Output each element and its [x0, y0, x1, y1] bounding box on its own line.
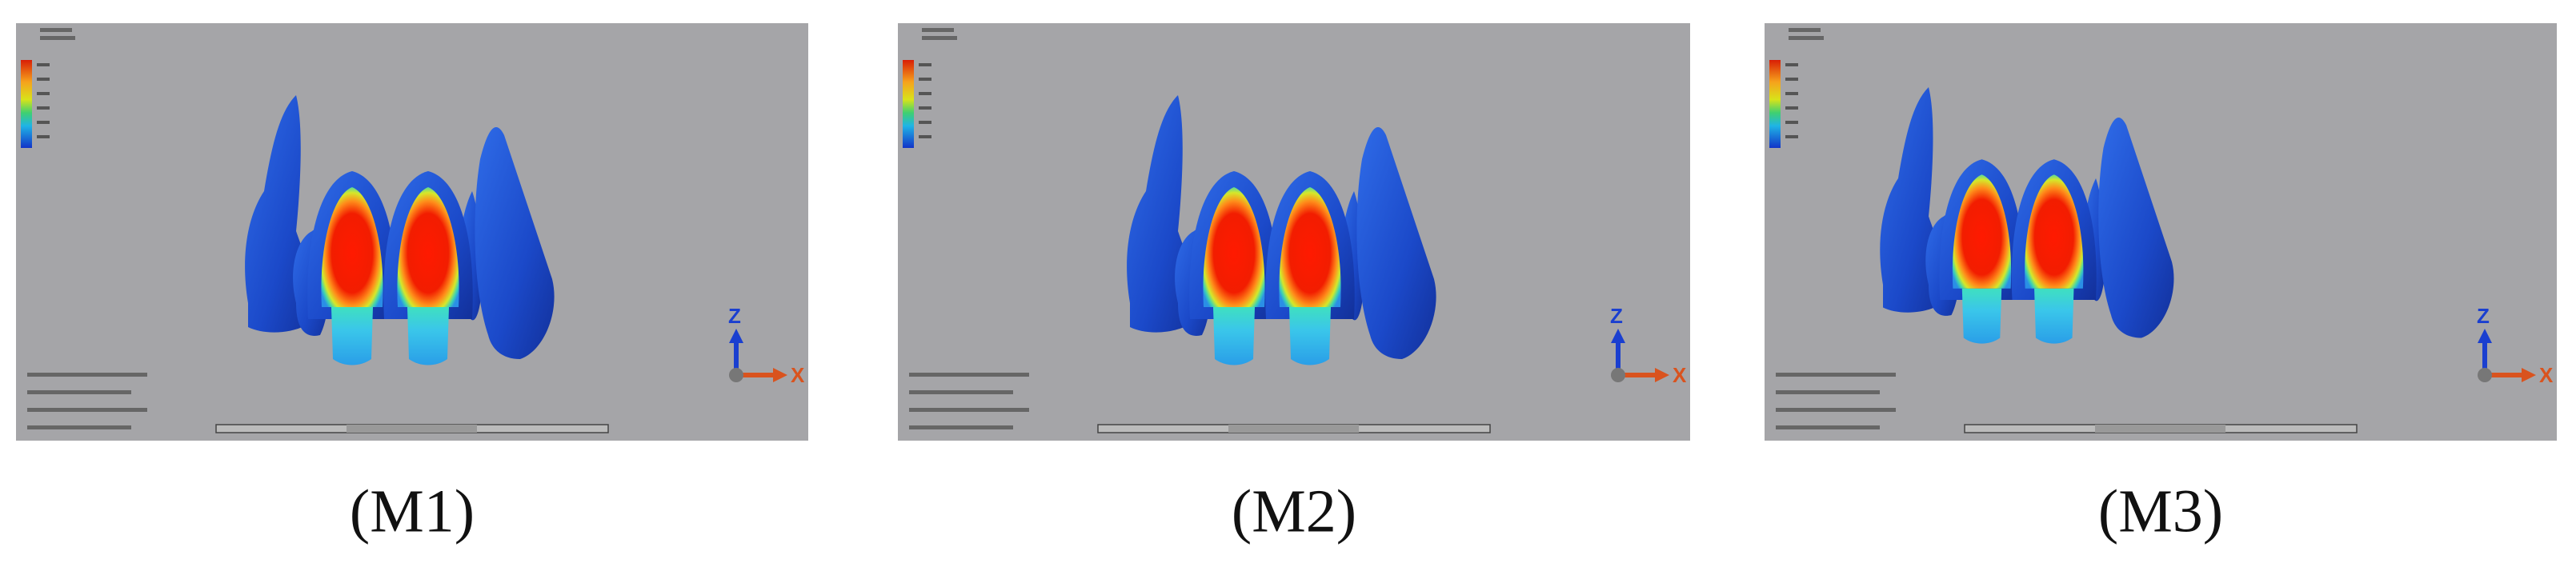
panel-caption: (M2)	[1232, 477, 1356, 545]
tooth-model	[245, 95, 555, 365]
info-text-line	[37, 78, 50, 81]
axis-z-label: Z	[2477, 304, 2490, 328]
info-text-line	[909, 373, 1029, 377]
tooth-model	[1127, 95, 1436, 365]
stress-hotspot	[1952, 174, 2012, 289]
axis-z-head	[2478, 329, 2492, 343]
implant-cylinder	[2034, 288, 2074, 344]
info-text-line	[37, 63, 50, 66]
colorbar	[1769, 60, 1781, 148]
axis-x-head	[2522, 368, 2536, 382]
info-text-line	[37, 92, 50, 95]
info-text-line	[27, 425, 131, 429]
axis-origin	[729, 368, 743, 382]
info-text-line	[1785, 106, 1798, 110]
axis-triad: ZX	[2477, 304, 2554, 387]
axis-z-label: Z	[1610, 304, 1623, 328]
scale-bar-segment	[347, 425, 477, 433]
scale-bar-segment	[1228, 425, 1359, 433]
axis-z-label: Z	[728, 304, 741, 328]
stress-hotspot	[321, 187, 383, 307]
info-text-line	[909, 390, 1013, 394]
axis-z-head	[729, 329, 743, 343]
axis-x-head	[1655, 368, 1669, 382]
implant-cylinder	[1213, 307, 1255, 365]
implant-cylinder	[331, 307, 373, 365]
info-text-line	[27, 373, 147, 377]
axis-z-head	[1611, 329, 1625, 343]
info-text-line	[909, 425, 1013, 429]
info-text-line	[919, 135, 931, 138]
info-text-line	[919, 121, 931, 124]
tooth	[1356, 127, 1436, 359]
info-text-line	[919, 106, 931, 110]
info-text-line	[922, 36, 957, 40]
axis-x-head	[773, 368, 787, 382]
info-text-line	[40, 36, 75, 40]
stress-hotspot	[1203, 187, 1265, 307]
stress-hotspot	[397, 187, 459, 307]
axis-triad: ZX	[728, 304, 805, 387]
info-text-line	[1785, 121, 1798, 124]
axis-x-label: X	[2539, 363, 2554, 387]
axis-x-label: X	[1673, 363, 1687, 387]
info-text-line	[27, 390, 131, 394]
panel: ZX	[898, 23, 1690, 441]
stress-hotspot	[1279, 187, 1341, 307]
panel: ZX	[16, 23, 808, 441]
info-text-line	[919, 63, 931, 66]
axis-triad: ZX	[1610, 304, 1687, 387]
info-text-line	[1789, 28, 1821, 32]
panel: ZX	[1765, 23, 2557, 441]
tooth	[2098, 118, 2174, 338]
info-text-line	[37, 135, 50, 138]
info-text-line	[1776, 408, 1896, 412]
info-text-line	[27, 408, 147, 412]
info-text-line	[1789, 36, 1824, 40]
info-text-line	[1785, 63, 1798, 66]
panel-caption: (M3)	[2098, 477, 2223, 545]
implant-cylinder	[1961, 288, 2002, 344]
info-text-line	[37, 106, 50, 110]
colorbar	[21, 60, 32, 148]
stress-hotspot	[2025, 174, 2084, 289]
info-text-line	[919, 92, 931, 95]
info-text-line	[919, 78, 931, 81]
info-text-line	[40, 28, 72, 32]
tooth	[475, 127, 555, 359]
tooth-model	[1880, 87, 2174, 344]
panel-caption: (M1)	[350, 477, 475, 545]
implant-cylinder	[1289, 307, 1331, 365]
info-text-line	[1776, 373, 1896, 377]
info-text-line	[1776, 425, 1880, 429]
info-text-line	[922, 28, 954, 32]
info-text-line	[909, 408, 1029, 412]
axis-origin	[2478, 368, 2492, 382]
implant-cylinder	[407, 307, 449, 365]
colorbar	[903, 60, 914, 148]
info-text-line	[1785, 135, 1798, 138]
axis-x-label: X	[791, 363, 805, 387]
scale-bar-segment	[2095, 425, 2225, 433]
info-text-line	[1776, 390, 1880, 394]
info-text-line	[37, 121, 50, 124]
info-text-line	[1785, 92, 1798, 95]
axis-origin	[1611, 368, 1625, 382]
info-text-line	[1785, 78, 1798, 81]
